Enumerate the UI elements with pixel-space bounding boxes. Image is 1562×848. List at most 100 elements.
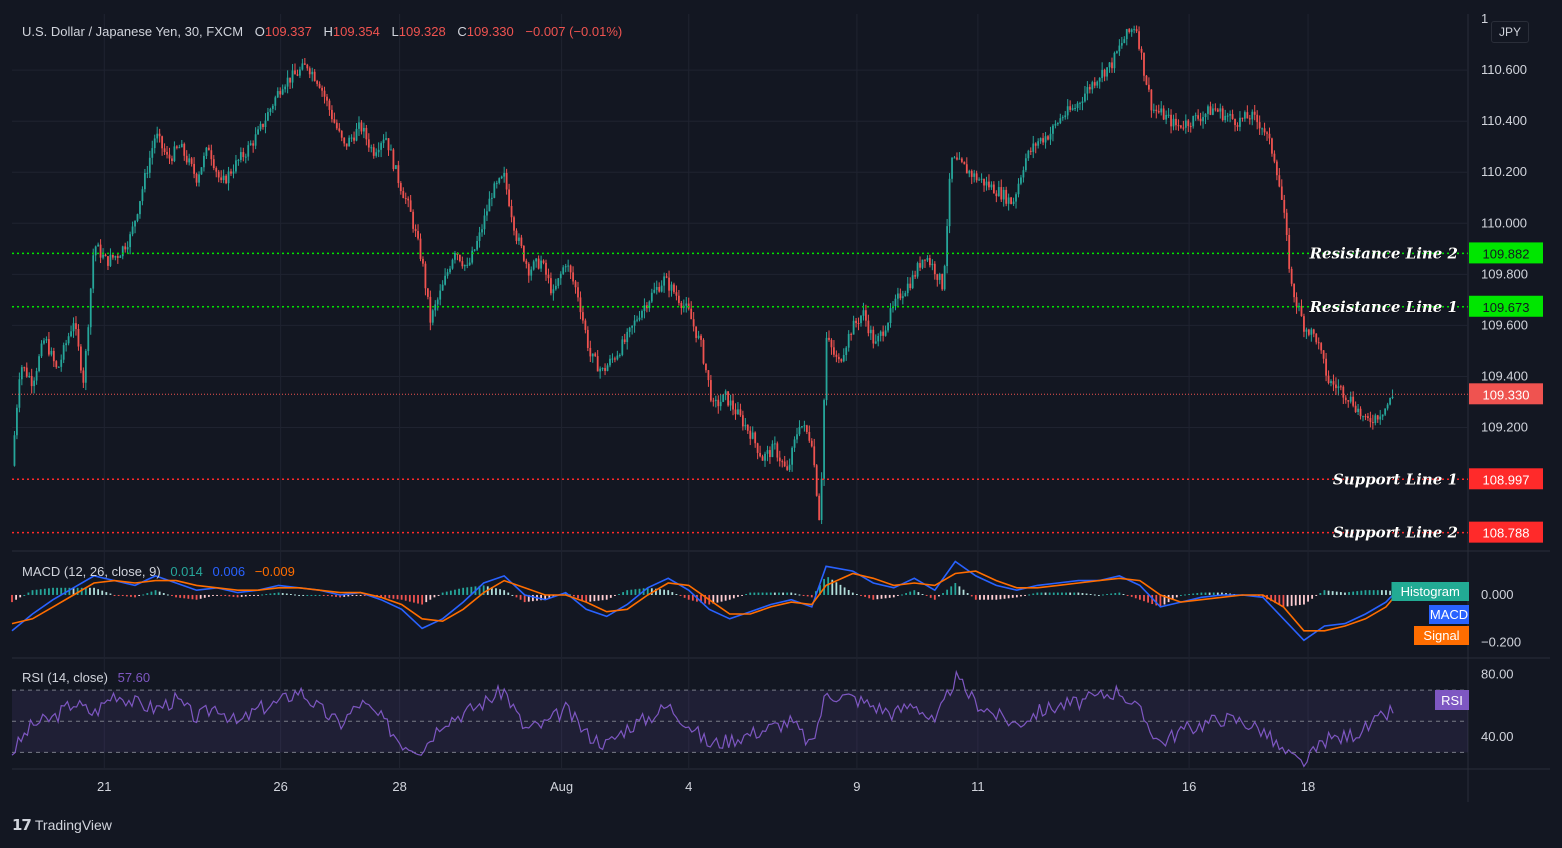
macd-histogram-bar [892, 594, 895, 598]
macd-histogram-bar [113, 594, 116, 596]
macd-histogram-bar [618, 594, 620, 595]
macd-histogram-bar [1118, 592, 1121, 595]
macd-histogram-bar [1212, 592, 1215, 595]
macd-histogram-bar [962, 589, 965, 595]
macd-histogram-bar [72, 587, 75, 595]
macd-histogram-bar [913, 590, 916, 595]
currency-button[interactable]: JPY [1491, 21, 1529, 43]
candle-body [1312, 329, 1315, 334]
candle-body [94, 246, 97, 256]
candle-body [783, 461, 786, 467]
macd-histogram-bar [835, 582, 838, 595]
candle-body [1081, 101, 1084, 103]
candle-body [1280, 186, 1283, 200]
candle-body [212, 159, 215, 169]
tradingview-footer[interactable]: 𝟭𝟳 TradingView [12, 816, 112, 834]
candle-body [321, 87, 323, 91]
candle-body [988, 181, 990, 188]
macd-histogram-bar [917, 592, 920, 595]
candle-body [1317, 342, 1320, 344]
macd-histogram-bar [1364, 590, 1367, 595]
macd-histogram-bar [577, 594, 579, 599]
macd-histogram-bar [950, 586, 953, 595]
candle-body [623, 339, 626, 343]
candle-body [904, 293, 907, 297]
macd-histogram-bar [819, 585, 821, 595]
macd-histogram-bar [1180, 594, 1182, 596]
macd-histogram-bar [970, 594, 973, 597]
macd-histogram-bar [269, 593, 272, 595]
macd-histogram-bar [257, 594, 259, 596]
candle-body [980, 178, 983, 180]
candle-body [301, 63, 304, 70]
candle-body [614, 358, 616, 360]
low-label: L [391, 24, 399, 39]
macd-histogram-bar [470, 586, 473, 595]
candle-body [299, 69, 301, 76]
macd-histogram-bar [265, 594, 268, 595]
candle-body [1307, 329, 1310, 335]
candle-body [830, 339, 833, 348]
candle-body [454, 253, 456, 260]
candle-body [1246, 112, 1249, 119]
price-tag-label: 109.673 [1483, 300, 1530, 315]
candle-body [1357, 408, 1359, 412]
candle-body [872, 329, 875, 344]
candle-body [953, 157, 956, 159]
rsi-line [11, 669, 1394, 768]
candle-body [931, 263, 934, 266]
macd-histogram-bar [433, 594, 436, 598]
macd-histogram-bar [1184, 594, 1186, 596]
macd-histogram-bar [540, 594, 542, 601]
macd-histogram-bar [872, 594, 875, 600]
candle-body [82, 370, 85, 383]
candle-body [1347, 400, 1350, 402]
candle-body [1093, 82, 1096, 86]
candle-body [323, 90, 326, 97]
candle-body [938, 273, 941, 280]
candle-body [478, 232, 481, 241]
candle-body [486, 211, 488, 216]
candle-body [525, 260, 528, 264]
candle-body [481, 229, 483, 233]
candle-body [1374, 415, 1377, 423]
candle-body [60, 359, 63, 367]
macd-histogram-bar [64, 587, 67, 595]
candle-body [210, 150, 213, 160]
candle-body [663, 276, 666, 286]
macd-histogram-bar [216, 594, 218, 596]
candle-body [530, 269, 533, 276]
candle-body [874, 341, 877, 344]
candle-body [111, 254, 114, 258]
candle-body [1000, 187, 1003, 200]
candle-body [1175, 118, 1177, 126]
candle-body [766, 450, 769, 454]
candle-body [70, 331, 72, 337]
candle-body [1285, 212, 1288, 235]
candle-body [276, 91, 279, 98]
macd-histogram-bar [404, 594, 407, 601]
price-axis-label: 109.200 [1481, 419, 1528, 434]
candle-body [818, 495, 821, 521]
macd-histogram-bar [704, 594, 707, 604]
macd-axis-label: −0.200 [1481, 635, 1521, 650]
candle-body [360, 122, 363, 132]
candle-body [1182, 127, 1185, 129]
candle-body [616, 355, 619, 360]
candle-body [291, 70, 294, 83]
candle-body [1052, 125, 1054, 134]
macd-histogram-bar [277, 592, 280, 595]
candle-body [532, 261, 535, 270]
price-axis-label: 1 [1481, 11, 1488, 26]
macd-histogram-bar [285, 593, 288, 595]
macd-histogram-bar [614, 594, 616, 596]
candle-body [1120, 43, 1123, 46]
candle-body [761, 456, 764, 461]
last-price-label: 109.330 [1483, 387, 1530, 402]
macd-histogram-bar [667, 590, 670, 595]
candle-body [183, 143, 186, 156]
candle-body [1034, 143, 1037, 146]
macd-histogram-bar [1339, 592, 1342, 595]
macd-histogram-bar [655, 588, 657, 595]
